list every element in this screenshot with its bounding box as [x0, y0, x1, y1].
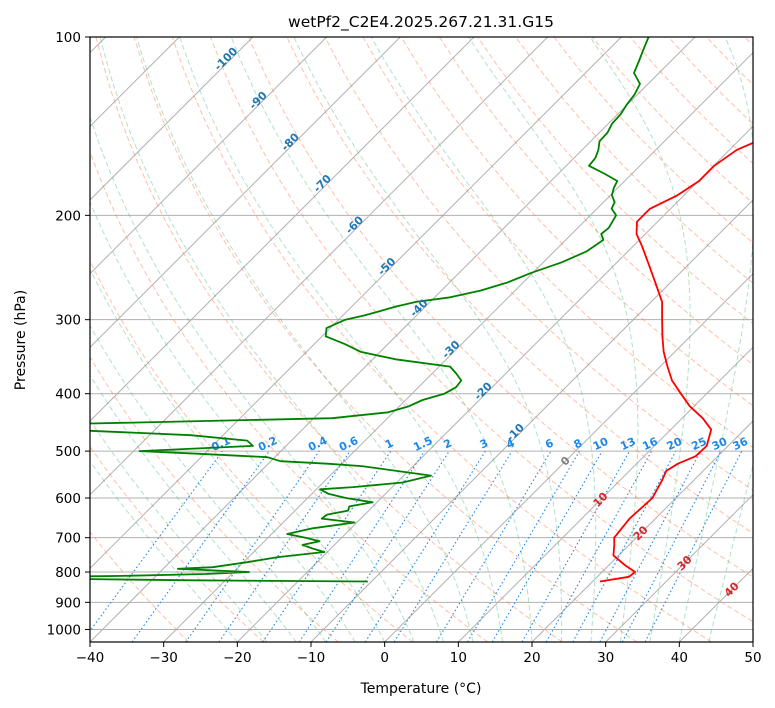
dry-adiabat-line	[324, 37, 753, 491]
x-tick-label: 10	[450, 650, 467, 666]
moist-adiabat-line	[708, 464, 753, 642]
dry-adiabat-line	[90, 356, 339, 642]
skewed-isotherms	[90, 37, 753, 642]
dry-adiabat-line	[438, 37, 753, 366]
moist-adiabat-line	[90, 200, 386, 642]
mixing-ratio-line	[393, 450, 513, 642]
x-tick-label: 20	[523, 650, 540, 666]
moist-adiabat-line	[179, 37, 503, 642]
dry-adiabat-line	[515, 37, 753, 284]
isotherm-line	[90, 37, 328, 275]
profile-lines	[90, 37, 753, 583]
y-tick-label: 100	[55, 30, 81, 46]
dry-adiabat-line	[210, 37, 753, 623]
mixing-ratio-line	[364, 450, 486, 642]
x-axis-ticks: −40 −30 −20 −10 0 10 20 30 40 50	[76, 642, 762, 666]
x-tick-label: 30	[597, 650, 614, 666]
y-tick-label: 900	[55, 595, 81, 611]
moist-adiabat-line	[90, 374, 297, 642]
moist-adiabat-line	[370, 37, 597, 642]
moist-adiabat-line	[90, 460, 238, 642]
mixing-ratio-line	[572, 450, 677, 642]
mixing-ratio-line	[325, 450, 450, 642]
x-tick-label: −40	[76, 650, 105, 666]
profile-line	[90, 37, 650, 583]
y-tick-label: 500	[55, 444, 81, 460]
y-tick-label: 1000	[47, 622, 81, 638]
x-tick-label: 0	[380, 650, 389, 666]
mixing-ratio-label: 36	[731, 435, 751, 453]
moist-adiabat-line	[678, 37, 753, 642]
mixing-ratio-line	[521, 450, 630, 642]
dry-adiabat-line	[133, 37, 638, 642]
mixing-ratio-label: 13	[618, 435, 637, 453]
moist-adiabat-line	[468, 37, 639, 642]
chart-title: wetPf2_C2E4.2025.267.21.31.G15	[288, 13, 554, 32]
mixing-ratio-label: 10	[591, 435, 611, 453]
moist-adiabat-line	[293, 37, 563, 642]
isotherm-line	[163, 51, 753, 642]
mixing-ratio-label: 30	[710, 435, 730, 453]
y-tick-label: 800	[55, 565, 81, 581]
isotherm-line	[236, 125, 753, 642]
dry-adiabat-line	[90, 445, 264, 642]
y-tick-label: 400	[55, 387, 81, 403]
dry-adiabat-line	[95, 37, 563, 642]
moist-adiabat-line	[589, 37, 691, 642]
isotherm-line	[90, 37, 549, 496]
x-tick-label: −10	[297, 650, 326, 666]
isotherm-line	[90, 37, 475, 422]
isotherm-line	[90, 37, 254, 201]
mixing-ratio-line	[435, 450, 552, 642]
moist-adiabat-line	[90, 115, 415, 642]
plot-area: 0.1 0.2 0.4 0.6 1 1.5 2 3 4 6 8 10 13 16 20 25 30 36 -100…	[90, 37, 753, 642]
mixing-ratio-line	[467, 450, 580, 642]
dry-adiabat-line	[90, 259, 414, 642]
dry-adiabat-line	[171, 37, 712, 642]
isotherm-line	[605, 493, 753, 642]
y-axis-label: Pressure (hPa)	[13, 290, 29, 390]
moist-adiabat-line	[90, 419, 268, 642]
isotherm-line	[90, 37, 401, 349]
x-tick-label: 50	[744, 650, 761, 666]
dry-adiabat-line	[248, 37, 753, 578]
isotherm-line	[90, 37, 622, 570]
mixing-ratio-lines: 0.1 0.2 0.4 0.6 1 1.5 2 3 4 6 8 10 13 16 20 25 30 36	[90, 434, 751, 642]
y-tick-label: 200	[55, 208, 81, 224]
mixing-ratio-label: 20	[665, 435, 685, 453]
y-tick-label: 600	[55, 491, 81, 507]
mixing-ratio-line	[545, 450, 653, 642]
moist-adiabat-line	[90, 268, 356, 642]
dry-adiabats	[90, 37, 753, 642]
dry-adiabat-line	[90, 150, 488, 642]
dry-adiabat-line	[400, 37, 753, 407]
mixing-ratio-line	[185, 450, 320, 642]
x-axis-label: Temperature (°C)	[360, 681, 482, 697]
mixing-ratio-label: 16	[640, 435, 660, 453]
y-tick-label: 300	[55, 313, 81, 329]
x-tick-label: 40	[671, 650, 688, 666]
moist-adiabat-line	[230, 37, 533, 642]
moist-adiabat-line	[90, 324, 327, 642]
y-tick-label: 700	[55, 531, 81, 547]
isotherm-line	[384, 272, 753, 642]
x-tick-label: −30	[149, 650, 178, 666]
isotherm-line	[457, 346, 753, 642]
dry-adiabat-line	[90, 531, 190, 642]
mixing-ratio-line	[218, 450, 351, 642]
mixing-ratio-line	[491, 450, 603, 642]
isotherm-line	[531, 420, 753, 642]
profile-line	[599, 141, 753, 583]
plot-frame	[89, 36, 754, 643]
isotherm-line	[90, 37, 696, 642]
x-tick-label: −20	[223, 650, 252, 666]
y-axis-ticks: 100 200 300 400 500 600 700 800 900 1000	[47, 30, 90, 638]
grid-lines	[90, 37, 753, 630]
